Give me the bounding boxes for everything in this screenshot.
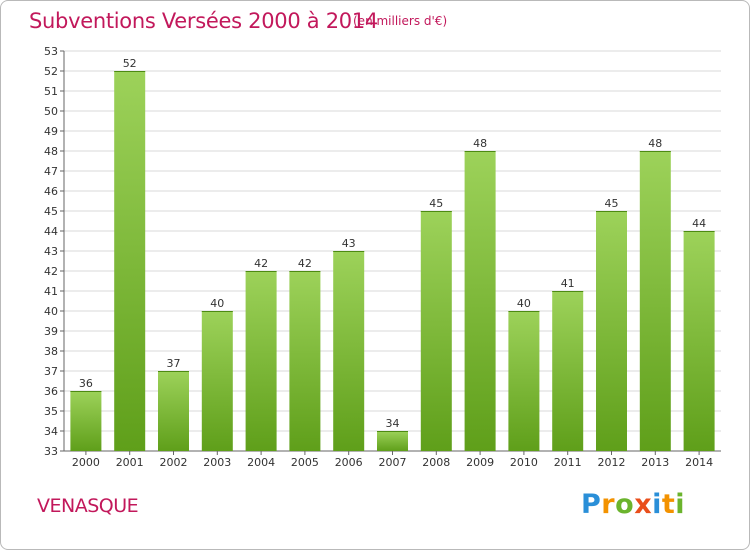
data-label: 42 (254, 257, 268, 270)
data-label: 40 (210, 297, 224, 310)
data-label: 36 (79, 377, 93, 390)
bar (508, 311, 540, 451)
bar (420, 211, 452, 451)
data-label: 41 (561, 277, 575, 290)
bar (201, 311, 233, 451)
y-tick-label: 53 (44, 45, 58, 58)
bar (70, 391, 102, 451)
x-tick-label: 2004 (247, 456, 275, 469)
proxiti-logo[interactable]: Proxiti (581, 489, 686, 520)
y-tick-label: 43 (44, 245, 58, 258)
data-label: 45 (605, 197, 619, 210)
y-tick-label: 50 (44, 105, 58, 118)
bar (683, 231, 715, 451)
data-label: 42 (298, 257, 312, 270)
data-label: 48 (648, 137, 662, 150)
y-tick-label: 47 (44, 165, 58, 178)
data-label: 34 (386, 417, 400, 430)
bars (70, 71, 715, 451)
y-tick-label: 33 (44, 445, 58, 458)
chart-subtitle: (en milliers d'€) (353, 14, 448, 28)
data-label: 40 (517, 297, 531, 310)
y-tick-label: 38 (44, 345, 58, 358)
data-labels: 36 52 37 40 42 42 43 34 45 48 40 41 45 48 44 (79, 57, 706, 430)
x-tick-label: 2000 (72, 456, 100, 469)
data-label: 37 (167, 357, 181, 370)
y-tick-label: 41 (44, 285, 58, 298)
bar (114, 71, 146, 451)
bar (333, 251, 365, 451)
data-label: 45 (429, 197, 443, 210)
commune-name: VENASQUE (37, 495, 139, 517)
data-label: 52 (123, 57, 137, 70)
y-tick-label: 44 (44, 225, 58, 238)
y-tick-label: 36 (44, 385, 58, 398)
tick-labels: 33 34 35 36 37 38 39 40 41 42 43 44 45 46 47 48 49 50 51 52… (44, 45, 713, 469)
bar (245, 271, 277, 451)
y-tick-label: 37 (44, 365, 58, 378)
bar (158, 371, 189, 451)
x-tick-label: 2005 (291, 456, 319, 469)
x-tick-label: 2010 (510, 456, 538, 469)
x-tick-label: 2003 (203, 456, 231, 469)
bar (596, 211, 627, 451)
y-tick-label: 52 (44, 65, 58, 78)
y-tick-label: 46 (44, 185, 58, 198)
bar (552, 291, 584, 451)
y-tick-label: 34 (44, 425, 58, 438)
x-tick-label: 2002 (160, 456, 188, 469)
bar (464, 151, 496, 451)
y-tick-label: 39 (44, 325, 58, 338)
data-label: 48 (473, 137, 487, 150)
y-tick-label: 40 (44, 305, 58, 318)
x-tick-label: 2009 (466, 456, 494, 469)
y-tick-label: 45 (44, 205, 58, 218)
x-tick-label: 2008 (422, 456, 450, 469)
y-tick-label: 48 (44, 145, 58, 158)
y-tick-label: 49 (44, 125, 58, 138)
x-tick-label: 2001 (116, 456, 144, 469)
chart-title: Subventions Versées 2000 à 2014 (29, 9, 378, 33)
bar (289, 271, 321, 451)
data-label: 44 (692, 217, 706, 230)
x-tick-label: 2012 (598, 456, 626, 469)
x-tick-label: 2014 (685, 456, 713, 469)
bar (639, 151, 671, 451)
bar (377, 431, 408, 451)
y-tick-label: 51 (44, 85, 58, 98)
y-tick-label: 35 (44, 405, 58, 418)
x-tick-label: 2011 (554, 456, 582, 469)
data-label: 43 (342, 237, 356, 250)
x-tick-label: 2006 (335, 456, 363, 469)
x-tick-label: 2007 (379, 456, 407, 469)
y-tick-label: 42 (44, 265, 58, 278)
x-tick-label: 2013 (641, 456, 669, 469)
